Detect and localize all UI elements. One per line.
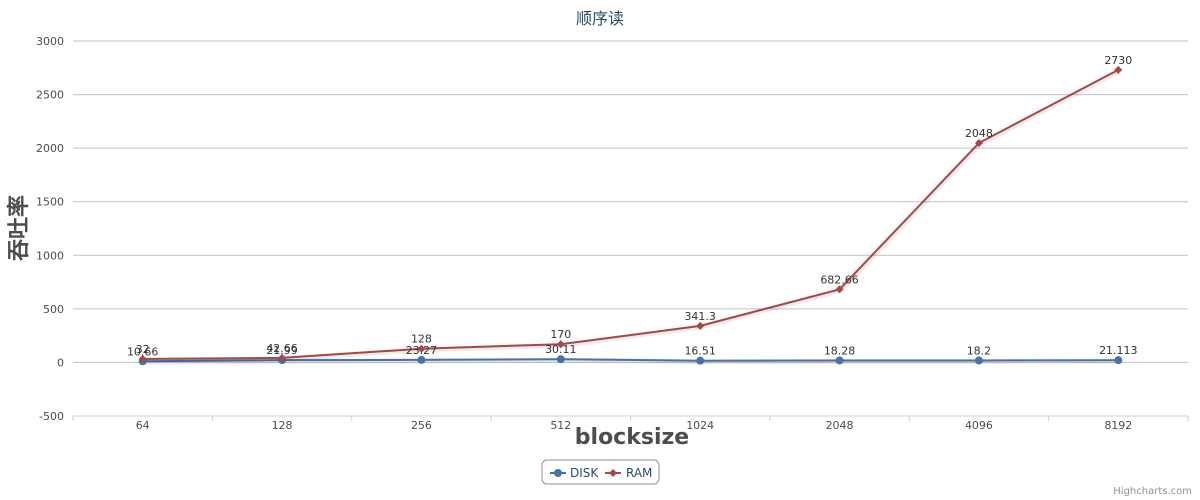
ram-data-label: 42.66 [266, 342, 298, 355]
x-tick-label: 256 [411, 419, 432, 432]
x-axis-ticks: 64 128 256 512 1024 2048 4096 8192 [136, 419, 1133, 432]
ram-point[interactable] [974, 139, 983, 147]
y-tick-label: 0 [57, 356, 64, 369]
x-tick-label: 8192 [1104, 419, 1132, 432]
x-tick-label: 512 [550, 419, 571, 432]
series-shadow-ram [143, 68, 1121, 363]
ram-data-label: 341.3 [684, 310, 716, 323]
x-axis [72, 415, 1189, 421]
y-axis-ticks: -500 0 500 1000 1500 2000 2500 3000 [36, 35, 64, 423]
data-labels: 10.66 21.99 23.27 30.11 16.51 18.28 18.2 21.113… [127, 54, 1138, 358]
series-line-ram[interactable] [142, 69, 1119, 360]
y-tick-label: 3000 [36, 35, 64, 48]
disk-point[interactable] [417, 355, 426, 364]
legend-box [541, 459, 660, 485]
legend-ram-label: RAM [626, 466, 652, 480]
y-tick-label: -500 [39, 410, 64, 423]
disk-point[interactable] [1114, 356, 1123, 365]
grid-lines [73, 40, 1188, 363]
disk-data-label: 21.113 [1099, 344, 1138, 357]
legend[interactable]: DISK RAM [541, 459, 660, 485]
disk-data-label: 21.99 [266, 344, 298, 357]
disk-data-label: 10.66 [127, 345, 159, 358]
disk-point[interactable] [556, 355, 565, 364]
ram-point[interactable] [138, 355, 147, 363]
ram-data-label: 32 [136, 343, 150, 356]
x-axis-title: blocksize [575, 425, 689, 450]
x-tick-label: 2048 [826, 419, 854, 432]
ram-data-label: 2048 [965, 127, 993, 140]
disk-data-label: 18.28 [824, 344, 856, 357]
y-tick-label: 2500 [36, 89, 64, 102]
y-tick-label: 1000 [36, 249, 64, 262]
disk-point[interactable] [696, 356, 705, 365]
disk-point[interactable] [835, 356, 844, 365]
legend-disk-label: DISK [570, 466, 599, 480]
ram-point[interactable] [556, 340, 565, 349]
ram-data-label: 170 [550, 328, 571, 341]
disk-point[interactable] [974, 356, 983, 365]
y-axis-title: 吞吐率 [6, 195, 32, 261]
legend-item-ram[interactable]: RAM [605, 466, 652, 480]
disk-data-label: 16.51 [684, 345, 716, 358]
x-tick-label: 1024 [686, 419, 714, 432]
ram-point[interactable] [696, 321, 705, 330]
legend-disk-marker [554, 469, 562, 477]
ram-data-label: 128 [411, 333, 432, 346]
ram-data-label: 682.66 [820, 273, 859, 286]
x-tick-label: 128 [272, 419, 293, 432]
disk-data-label: 30.11 [545, 343, 577, 356]
credit-link[interactable]: Highcharts.com [1113, 486, 1192, 497]
chart-title: 顺序读 [576, 9, 624, 28]
disk-data-label: 18.2 [967, 344, 992, 357]
x-tick-label: 4096 [965, 419, 993, 432]
y-tick-label: 1500 [36, 196, 64, 209]
x-tick-label: 64 [136, 419, 150, 432]
legend-ram-marker [609, 469, 617, 477]
series-line-disk[interactable] [142, 358, 1119, 363]
ram-data-label: 2730 [1104, 54, 1132, 67]
series-lines [138, 65, 1123, 366]
y-tick-label: 2000 [36, 142, 64, 155]
ram-point[interactable] [278, 353, 287, 362]
legend-item-disk[interactable]: DISK [550, 466, 599, 480]
ram-point[interactable] [1114, 65, 1123, 74]
disk-data-label: 23.27 [406, 344, 438, 357]
y-tick-label: 500 [43, 303, 64, 316]
ram-point[interactable] [417, 344, 426, 353]
ram-point[interactable] [835, 285, 844, 294]
